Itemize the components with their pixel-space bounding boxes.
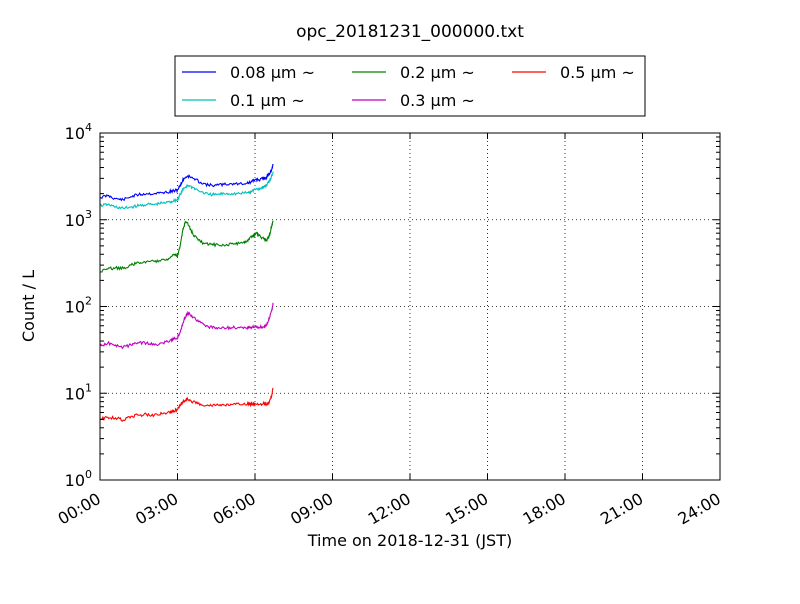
x-tick-label: 15:00 [442, 489, 491, 529]
y-tick-label: 100 [65, 468, 92, 490]
x-tick-label: 06:00 [210, 489, 259, 529]
series-line-4 [99, 387, 274, 422]
legend-label: 0.2 μm ~ [400, 63, 475, 82]
series-line-3 [99, 302, 274, 350]
series-line-0 [99, 163, 274, 202]
legend-label: 0.5 μm ~ [560, 63, 635, 82]
y-tick-label: 102 [65, 295, 92, 317]
legend-label: 0.08 μm ~ [230, 63, 315, 82]
x-axis-label: Time on 2018-12-31 (JST) [307, 531, 512, 550]
x-tick-label: 24:00 [675, 489, 724, 529]
x-tick-label: 18:00 [520, 489, 569, 529]
x-tick-label: 00:00 [55, 489, 104, 529]
legend-label: 0.1 μm ~ [230, 91, 305, 110]
plot-frame [99, 132, 721, 481]
grid [100, 133, 720, 480]
x-tick-label: 03:00 [132, 489, 181, 529]
legend-box [174, 55, 646, 117]
x-tick-label: 09:00 [287, 489, 336, 529]
chart-title: opc_20181231_000000.txt [296, 22, 524, 42]
y-axis-label: Count / L [19, 270, 38, 342]
y-tick-label: 101 [65, 381, 92, 403]
legend-label: 0.3 μm ~ [400, 91, 475, 110]
x-tick-label: 12:00 [365, 489, 414, 529]
x-tick-label: 21:00 [597, 489, 646, 529]
y-tick-label: 103 [65, 208, 92, 230]
legend: 0.08 μm ~ 0.1 μm ~ 0.2 μm ~ 0.3 μm ~ 0.5 μm … [174, 55, 646, 117]
y-tick-label: 104 [65, 121, 92, 143]
series-line-1 [99, 171, 274, 210]
series-line-2 [99, 220, 274, 273]
series-layer [99, 163, 274, 422]
